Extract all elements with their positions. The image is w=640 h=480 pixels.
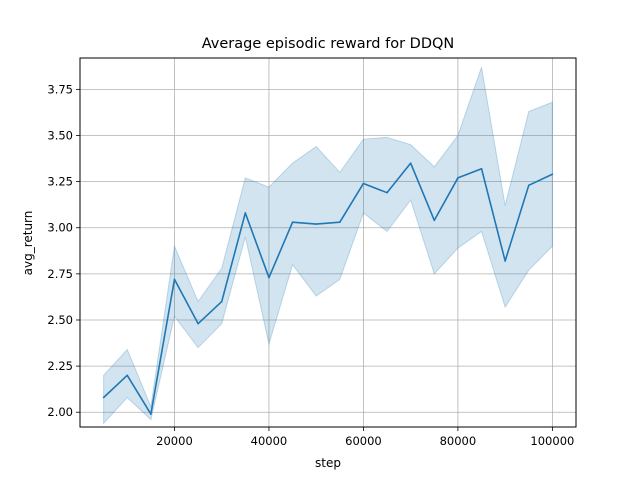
series-line-layer [102,162,554,415]
data-point [457,177,459,179]
y-tick-label: 3.50 [47,128,73,142]
plot-frame [79,57,577,428]
confidence-band [103,67,553,425]
y-tick-label: 3.00 [47,221,73,235]
x-tick-label: 60000 [345,434,382,448]
data-point [433,219,436,222]
y-tick-label: 2.00 [47,405,73,419]
data-point [527,184,530,187]
y-tick-label: 3.25 [47,175,73,189]
x-tick-label: 100000 [530,434,574,448]
grid [80,58,576,427]
tick-layer: 20000 40000 60000 80000 100000 2.00 2.25 2.50 2.… [47,82,574,448]
data-point [126,374,129,377]
y-tick-label: 3.75 [47,82,73,96]
y-tick-label: 2.50 [47,313,73,327]
data-point [551,173,554,176]
x-tick-label: 40000 [251,434,288,448]
data-point [339,221,341,224]
data-point [173,278,176,281]
x-tick-label: 80000 [440,434,477,448]
x-tick-label: 20000 [156,434,193,448]
y-tick-label: 2.75 [47,267,73,281]
data-point [386,191,388,194]
confidence-band-layer [103,67,553,425]
data-point [150,413,152,415]
data-point [480,167,483,170]
data-point [409,162,412,164]
data-point [291,221,294,224]
data-point [197,322,199,325]
data-point [268,276,270,279]
series-line [103,162,553,415]
data-point [362,182,365,185]
chart-title: Average episodic reward for DDQN [202,36,455,52]
data-point [504,260,506,262]
data-point [102,396,105,399]
data-point [315,223,317,225]
data-point [220,300,223,303]
y-tick-label: 2.25 [47,359,73,373]
data-point [244,212,247,214]
x-axis-label: step [315,456,341,470]
y-axis-label: avg_return [21,211,35,276]
